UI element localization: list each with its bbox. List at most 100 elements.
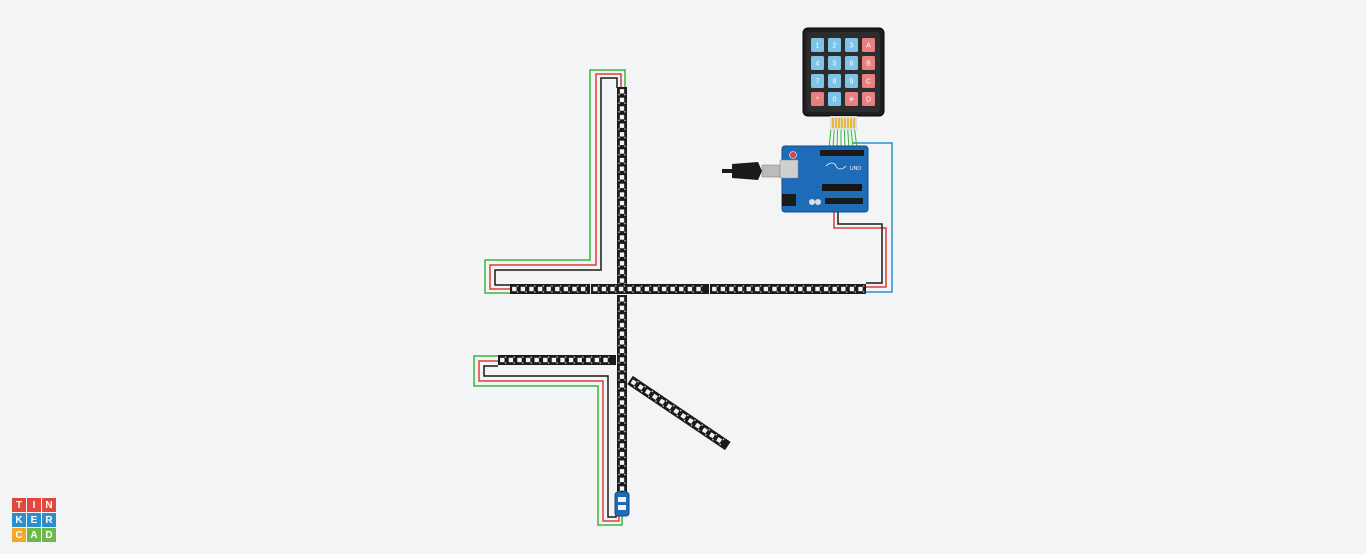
keypad-key[interactable]: 4 bbox=[811, 56, 824, 70]
led-pixel bbox=[547, 287, 551, 291]
led-pixel bbox=[662, 287, 666, 291]
led-pixel bbox=[593, 287, 597, 291]
led-strip-vertical-upper[interactable] bbox=[617, 87, 627, 287]
led-pixel bbox=[620, 261, 624, 265]
led-pixel bbox=[620, 392, 624, 396]
keypad-key[interactable]: 5 bbox=[828, 56, 841, 70]
keypad-key[interactable]: 9 bbox=[845, 74, 858, 88]
led-strip-branch-left[interactable] bbox=[498, 355, 616, 365]
wire-black-top[interactable] bbox=[495, 78, 617, 285]
keypad-key-label: 8 bbox=[833, 79, 837, 86]
keypad-key-label: 2 bbox=[833, 43, 837, 50]
led-pixel bbox=[764, 287, 768, 291]
logo-letter: E bbox=[27, 513, 41, 527]
led-pixel bbox=[620, 332, 624, 336]
keypad-key[interactable]: 1 bbox=[811, 38, 824, 52]
led-pixel bbox=[798, 287, 802, 291]
led-pixel bbox=[620, 167, 624, 171]
strip-connector-module[interactable] bbox=[615, 492, 629, 516]
led-pixel bbox=[620, 409, 624, 413]
tinkercad-logo[interactable]: TINKERCAD bbox=[12, 498, 56, 542]
keypad-key[interactable]: C bbox=[862, 74, 875, 88]
led-pixel bbox=[586, 358, 590, 362]
led-pixel bbox=[721, 287, 725, 291]
keypad-key[interactable]: 8 bbox=[828, 74, 841, 88]
led-pixel bbox=[620, 244, 624, 248]
keypad-key-label: C bbox=[866, 79, 871, 86]
led-pixel bbox=[595, 358, 599, 362]
led-pixel bbox=[755, 287, 759, 291]
led-pixel bbox=[620, 192, 624, 196]
wire-black-arduino[interactable] bbox=[838, 212, 882, 283]
logo-letter: T bbox=[12, 498, 26, 512]
led-pixel bbox=[620, 132, 624, 136]
led-pixel bbox=[620, 486, 624, 490]
wires bbox=[474, 70, 892, 525]
led-pixel bbox=[620, 375, 624, 379]
led-pixel bbox=[521, 287, 525, 291]
led-pixel bbox=[620, 418, 624, 422]
led-pixel bbox=[564, 287, 568, 291]
led-pixel bbox=[620, 235, 624, 239]
led-pixel bbox=[620, 314, 624, 318]
keypad-key[interactable]: * bbox=[811, 92, 824, 106]
led-pixel bbox=[628, 287, 632, 291]
logo-letter: A bbox=[27, 528, 41, 542]
led-pixel bbox=[738, 287, 742, 291]
led-strip-branch-diagonal[interactable] bbox=[627, 376, 730, 450]
keypad-key[interactable]: 2 bbox=[828, 38, 841, 52]
led-pixel bbox=[500, 358, 504, 362]
led-pixel bbox=[620, 158, 624, 162]
led-pixel bbox=[620, 435, 624, 439]
keypad-4x4[interactable]: 1 2 3 A 4 5 6 B 7 8 9 C * 0 # D bbox=[803, 28, 884, 130]
led-pixel bbox=[824, 287, 828, 291]
keypad-key[interactable]: D bbox=[862, 92, 875, 106]
keypad-key-label: 3 bbox=[850, 43, 854, 50]
keypad-key[interactable]: # bbox=[845, 92, 858, 106]
keypad-key-label: 6 bbox=[850, 61, 854, 68]
keypad-key-label: D bbox=[866, 97, 871, 104]
led-strip-vertical-lower[interactable] bbox=[617, 295, 627, 515]
keypad-key-label: # bbox=[850, 97, 854, 104]
led-pixel bbox=[555, 287, 559, 291]
logo-letter: D bbox=[42, 528, 56, 542]
wire-green-top[interactable] bbox=[485, 70, 625, 293]
led-pixel bbox=[620, 201, 624, 205]
led-strip-horizontal-left[interactable] bbox=[510, 284, 590, 294]
wire-black-bottom[interactable] bbox=[484, 366, 616, 517]
keypad-key[interactable]: 3 bbox=[845, 38, 858, 52]
led-pixel bbox=[620, 141, 624, 145]
led-pixel bbox=[543, 358, 547, 362]
led-pixel bbox=[620, 270, 624, 274]
led-strip-horizontal-right[interactable] bbox=[710, 284, 866, 294]
reset-button[interactable] bbox=[790, 152, 797, 159]
led-pixel bbox=[833, 287, 837, 291]
led-pixel bbox=[529, 287, 533, 291]
keypad-key-label: 4 bbox=[816, 61, 820, 68]
led-pixel bbox=[572, 287, 576, 291]
led-pixel bbox=[581, 287, 585, 291]
keypad-key[interactable]: A bbox=[862, 38, 875, 52]
led-pixel bbox=[620, 227, 624, 231]
keypad-key[interactable]: 6 bbox=[845, 56, 858, 70]
keypad-key[interactable]: 0 bbox=[828, 92, 841, 106]
keypad-key[interactable]: B bbox=[862, 56, 875, 70]
led-pixel bbox=[679, 287, 683, 291]
logo-letter: N bbox=[42, 498, 56, 512]
led-pixel bbox=[620, 98, 624, 102]
usb-cable[interactable] bbox=[722, 162, 780, 180]
led-pixel bbox=[858, 287, 862, 291]
led-strip-horizontal-middle[interactable] bbox=[591, 284, 709, 294]
led-pixel bbox=[807, 287, 811, 291]
led-pixel bbox=[620, 89, 624, 93]
keypad-key[interactable]: 7 bbox=[811, 74, 824, 88]
arduino-board[interactable]: UNO bbox=[722, 146, 868, 212]
led-pixel bbox=[747, 287, 751, 291]
logo-letter: R bbox=[42, 513, 56, 527]
led-pixel bbox=[620, 400, 624, 404]
led-pixel bbox=[620, 469, 624, 473]
led-pixel bbox=[552, 358, 556, 362]
led-pixel bbox=[772, 287, 776, 291]
led-pixel bbox=[671, 287, 675, 291]
